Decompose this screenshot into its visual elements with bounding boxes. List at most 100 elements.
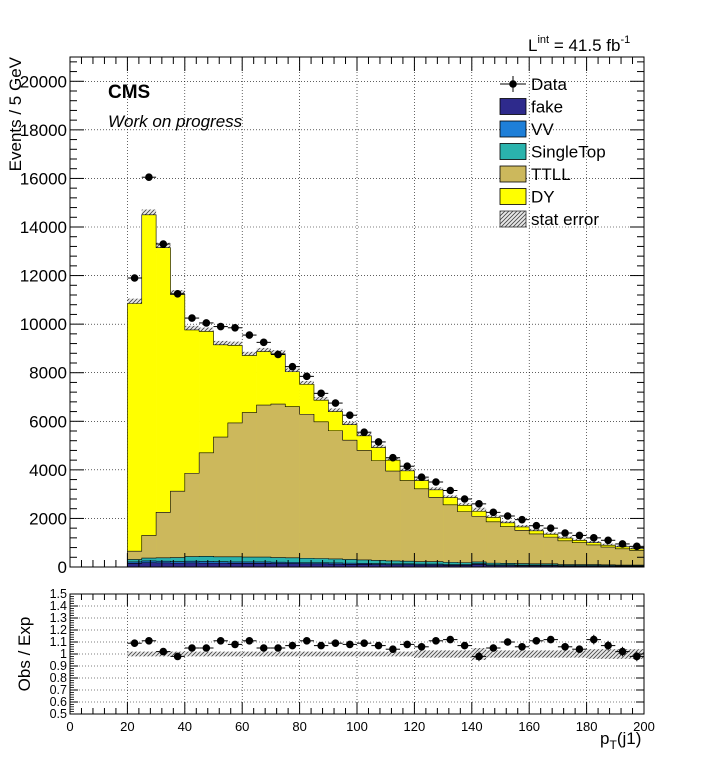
ratio-point (130, 639, 139, 647)
bar-fake (199, 563, 214, 567)
bar-fake (457, 565, 473, 567)
bar-ttll (586, 544, 602, 567)
bar-fake (213, 563, 229, 567)
ratio-band-bin (400, 651, 415, 657)
data-point (130, 274, 139, 282)
data-point (274, 350, 282, 359)
ratio-point (518, 643, 526, 651)
bar-fake (500, 565, 516, 567)
ratio-y-tick-label: 1.5 (50, 587, 67, 601)
bar-fake (414, 565, 430, 567)
bar-ttll (600, 547, 616, 567)
y-tick-label: 12000 (20, 267, 67, 286)
data-point (216, 322, 225, 331)
legend-label: fake (531, 98, 563, 117)
data-point (460, 495, 469, 503)
bar-fake (400, 564, 415, 567)
ratio-y-axis-label: Obs / Exp (15, 617, 34, 692)
ratio-y-tick-label: 0.8 (50, 671, 67, 685)
bar-fake (514, 565, 530, 567)
data-point (374, 438, 383, 446)
data-point (389, 453, 397, 462)
data-point (417, 473, 426, 481)
y-tick-label: 16000 (20, 169, 67, 188)
ratio-point (460, 641, 469, 650)
ratio-y-tick-label: 0.9 (50, 659, 67, 673)
bar-dy (141, 214, 157, 567)
ratio-band-bin (313, 651, 329, 657)
bar-fake (170, 563, 186, 567)
ratio-point (589, 635, 598, 644)
bar-fake (486, 565, 501, 567)
ratio-band-bin (213, 651, 228, 657)
data-point (302, 372, 311, 381)
ratio-point (389, 645, 397, 653)
data-point (432, 478, 440, 486)
ratio-band-bin (428, 650, 444, 658)
ratio-band-bin (457, 650, 472, 658)
data-point (403, 462, 412, 471)
x-tick-label: 100 (346, 719, 368, 734)
x-axis-label: pT(j1) (600, 729, 641, 752)
legend-label: VV (531, 120, 554, 139)
bar-ttll (184, 473, 200, 567)
bar-ttll (486, 521, 501, 567)
ratio-point (188, 644, 196, 652)
ratio-point (446, 635, 455, 644)
ratio-point (288, 641, 297, 650)
bar-ttll (313, 421, 329, 567)
main-y-axis-label: Events / 5 GeV (6, 56, 25, 171)
ratio-point (159, 647, 168, 656)
bar-ttll (385, 471, 401, 567)
ratio-y-tick-label: 0.6 (50, 695, 67, 709)
x-tick-label: 180 (576, 719, 598, 734)
data-point (188, 314, 196, 322)
bar-fake (428, 565, 444, 567)
bar-ttll (629, 550, 645, 567)
legend-swatch-ttll (499, 165, 527, 183)
y-tick-label: 8000 (29, 364, 67, 383)
outline-fake (127, 562, 645, 567)
bar-ttll (529, 533, 544, 567)
bar-ttll (270, 404, 286, 567)
bar-fake (227, 563, 243, 567)
ratio-point (231, 640, 239, 649)
ratio-point (302, 637, 311, 645)
data-point (346, 411, 354, 420)
ratio-band-bin (486, 650, 501, 658)
ratio-point (561, 643, 569, 651)
ratio-point (317, 641, 325, 650)
legend-label: stat error (531, 210, 599, 229)
bar-ttll (471, 516, 487, 567)
x-tick-label: 0 (66, 719, 73, 734)
bar-ttll (428, 497, 444, 567)
data-point (589, 534, 598, 542)
legend-swatch-dy (499, 188, 527, 205)
ratio-point (202, 644, 211, 652)
bar-fake (184, 562, 200, 567)
data-point (561, 529, 569, 537)
ratio-band-bin (184, 651, 200, 657)
x-tick-label: 80 (292, 719, 306, 734)
bar-fake (342, 564, 358, 567)
ratio-point (618, 647, 627, 656)
ratio-point (546, 635, 555, 644)
ratio-point (145, 637, 153, 645)
ratio-band-bin (600, 649, 616, 659)
data-point (546, 524, 555, 532)
bar-ttll (156, 512, 171, 567)
bar-ttll (242, 412, 257, 567)
ratio-y-tick-label: 1.4 (50, 599, 67, 613)
ratio-point (432, 637, 440, 645)
legend-label: Data (531, 75, 567, 94)
ratio-band-bin (572, 650, 587, 658)
ratio-band-bin (586, 649, 601, 659)
ratio-point (274, 644, 282, 652)
legend-swatch-vv (499, 120, 527, 138)
bar-fake (299, 563, 315, 567)
ratio-band-bin (529, 650, 544, 658)
ratio-x-axis: 0 20 40 60 80 100 120 140 160 180 200 (66, 594, 655, 734)
bar-ttll (199, 452, 214, 567)
legend-label: TTLL (531, 165, 571, 184)
data-point (503, 512, 512, 520)
